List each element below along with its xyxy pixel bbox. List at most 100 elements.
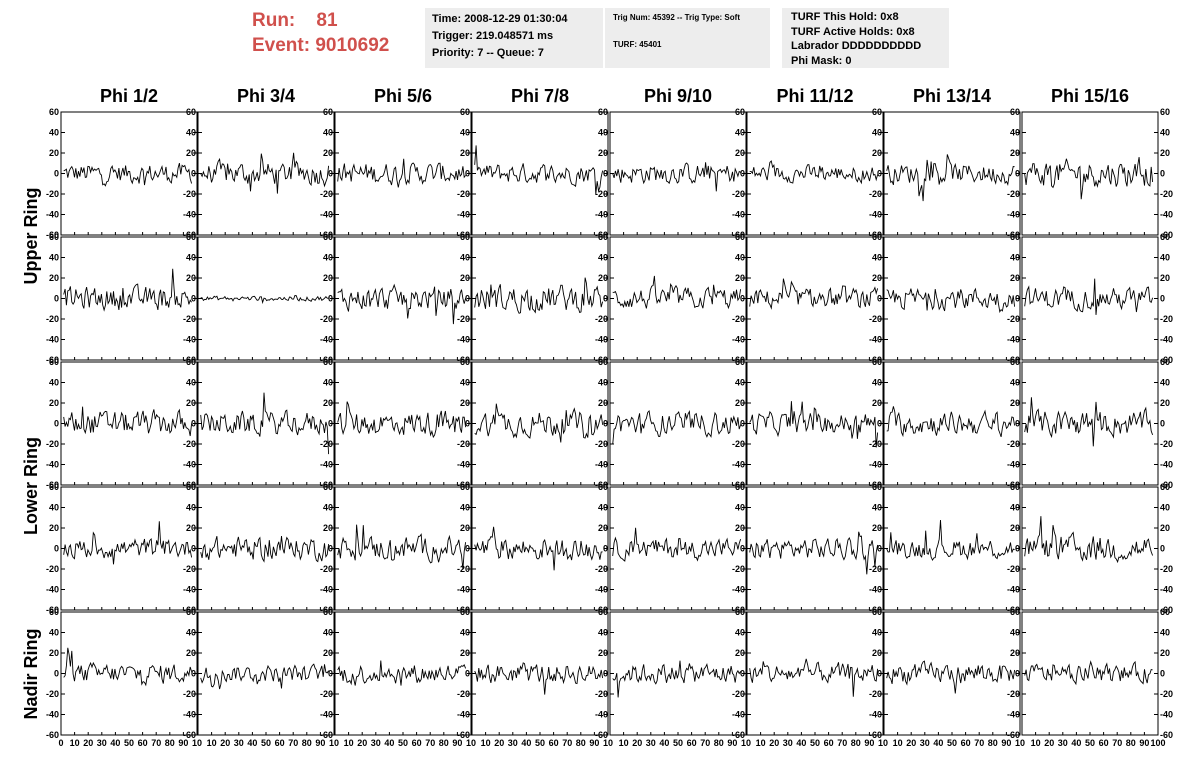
y-tick-label: 20 xyxy=(735,523,745,533)
y-tick-label: 20 xyxy=(735,148,745,158)
y-tick-label: -60 xyxy=(183,230,196,240)
panel-frame xyxy=(883,236,1021,361)
x-tick-label: 50 xyxy=(398,738,408,748)
y-tick-label: -20 xyxy=(46,689,59,699)
y-tick-label: 20 xyxy=(1010,648,1020,658)
y-tick-label: 40 xyxy=(49,503,59,513)
y-tick-label: -20 xyxy=(320,689,333,699)
waveform-panel: -60 -40 -20 0 20 40 60 xyxy=(320,482,472,615)
y-tick-label: -20 xyxy=(183,564,196,574)
y-tick-label: 20 xyxy=(323,273,333,283)
y-tick-label: 0 xyxy=(328,419,333,429)
y-tick-label: 40 xyxy=(460,128,470,138)
x-tick-label: 30 xyxy=(920,738,930,748)
y-tick-label: -60 xyxy=(869,480,882,490)
y-tick-label: -40 xyxy=(595,585,608,595)
waveform-panel: -60 -40 -20 0 20 40 60 xyxy=(46,357,198,490)
x-tick-label: 80 xyxy=(851,738,861,748)
y-tick-label: 20 xyxy=(323,648,333,658)
y-tick-label: 40 xyxy=(460,378,470,388)
y-tick-label: -20 xyxy=(46,314,59,324)
y-tick-label: -60 xyxy=(1007,230,1020,240)
y-tick-label: 60 xyxy=(735,357,745,367)
x-tick-label: 90 xyxy=(727,738,737,748)
panel-frame xyxy=(746,611,884,736)
y-tick-label: 60 xyxy=(1160,232,1170,242)
waveform-trace xyxy=(749,278,879,310)
y-tick-label: -60 xyxy=(320,230,333,240)
x-tick-label: 10 xyxy=(741,738,751,748)
x-tick-label: 60 xyxy=(961,738,971,748)
y-tick-label: 40 xyxy=(872,378,882,388)
run-event-box: Run: 81 Event: 9010692 xyxy=(252,8,420,66)
y-tick-label: -20 xyxy=(457,564,470,574)
y-tick-label: 40 xyxy=(323,503,333,513)
y-tick-label: -40 xyxy=(1160,585,1173,595)
y-tick-label: 40 xyxy=(1160,628,1170,638)
y-tick-label: 0 xyxy=(877,419,882,429)
y-tick-label: -60 xyxy=(46,480,59,490)
waveform-trace xyxy=(749,658,879,697)
y-tick-label: -60 xyxy=(869,355,882,365)
trigger-line: Trigger: 219.048571 ms xyxy=(432,30,554,42)
y-tick-label: -40 xyxy=(46,460,59,470)
y-tick-label: 20 xyxy=(1010,523,1020,533)
y-tick-label: 40 xyxy=(735,128,745,138)
waveform-panel: -60 -40 -20 0 20 40 60 xyxy=(457,232,609,365)
y-tick-label: 0 xyxy=(603,169,608,179)
waveform-trace xyxy=(749,531,879,575)
y-tick-label: 40 xyxy=(598,253,608,263)
y-tick-label: 0 xyxy=(603,669,608,679)
x-tick-label: 20 xyxy=(83,738,93,748)
y-tick-label: 40 xyxy=(460,628,470,638)
x-tick-label: 50 xyxy=(535,738,545,748)
waveform-trace xyxy=(474,277,604,314)
y-tick-label: 0 xyxy=(328,544,333,554)
y-tick-label: -60 xyxy=(457,355,470,365)
y-tick-label: -40 xyxy=(457,710,470,720)
event-value: 9010692 xyxy=(315,35,390,56)
x-tick-label: 30 xyxy=(508,738,518,748)
y-tick-label: 40 xyxy=(186,628,196,638)
y-tick-label: -20 xyxy=(320,189,333,199)
y-tick-label: -20 xyxy=(869,689,882,699)
y-tick-label: -60 xyxy=(320,355,333,365)
x-tick-label: 80 xyxy=(439,738,449,748)
y-tick-label: 20 xyxy=(1010,148,1020,158)
x-tick-label: 70 xyxy=(837,738,847,748)
x-tick-label: 40 xyxy=(110,738,120,748)
waveform-panel: -60 -40 -20 0 20 40 60 xyxy=(46,107,198,240)
y-tick-label: -60 xyxy=(732,730,745,740)
column-title: Phi 3/4 xyxy=(236,86,296,106)
y-tick-label: 0 xyxy=(1160,419,1165,429)
waveform-panel: -60 -40 -20 0 20 40 60 xyxy=(457,357,609,490)
waveform-panel: -60 -40 -20 0 20 40 60 xyxy=(183,482,335,615)
y-tick-label: -20 xyxy=(183,689,196,699)
waveform-trace xyxy=(63,647,193,687)
y-tick-label: 0 xyxy=(1015,669,1020,679)
y-tick-label: -20 xyxy=(732,314,745,324)
y-tick-label: 0 xyxy=(54,294,59,304)
y-tick-label: 40 xyxy=(323,628,333,638)
y-tick-label: 20 xyxy=(460,148,470,158)
y-tick-label: -60 xyxy=(595,605,608,615)
waveform-panel: -60 -40 -20 0 20 40 60 xyxy=(732,232,884,365)
waveform-panel: -60 -40 -20 0 20 40 60 xyxy=(595,482,747,615)
y-tick-label: -60 xyxy=(320,605,333,615)
y-tick-label: -60 xyxy=(457,730,470,740)
waveform-trace xyxy=(474,526,603,571)
y-tick-label: 0 xyxy=(877,169,882,179)
x-tick-label: 50 xyxy=(673,738,683,748)
x-tick-label: 10 xyxy=(878,738,888,748)
y-tick-label: -40 xyxy=(183,335,196,345)
y-tick-label: 60 xyxy=(1010,357,1020,367)
y-tick-label: 40 xyxy=(872,628,882,638)
panel-frame xyxy=(471,361,609,486)
x-tick-label: 10 xyxy=(619,738,629,748)
waveform-panel: -60 -60 -40 -40 -20 -20 0 0 20 20 40 40 60 60 xyxy=(1007,607,1173,740)
y-tick-label: 40 xyxy=(323,128,333,138)
y-tick-label: -40 xyxy=(595,460,608,470)
y-tick-label: 20 xyxy=(735,398,745,408)
y-tick-label: 40 xyxy=(872,253,882,263)
column-title: Phi 5/6 xyxy=(373,86,433,106)
